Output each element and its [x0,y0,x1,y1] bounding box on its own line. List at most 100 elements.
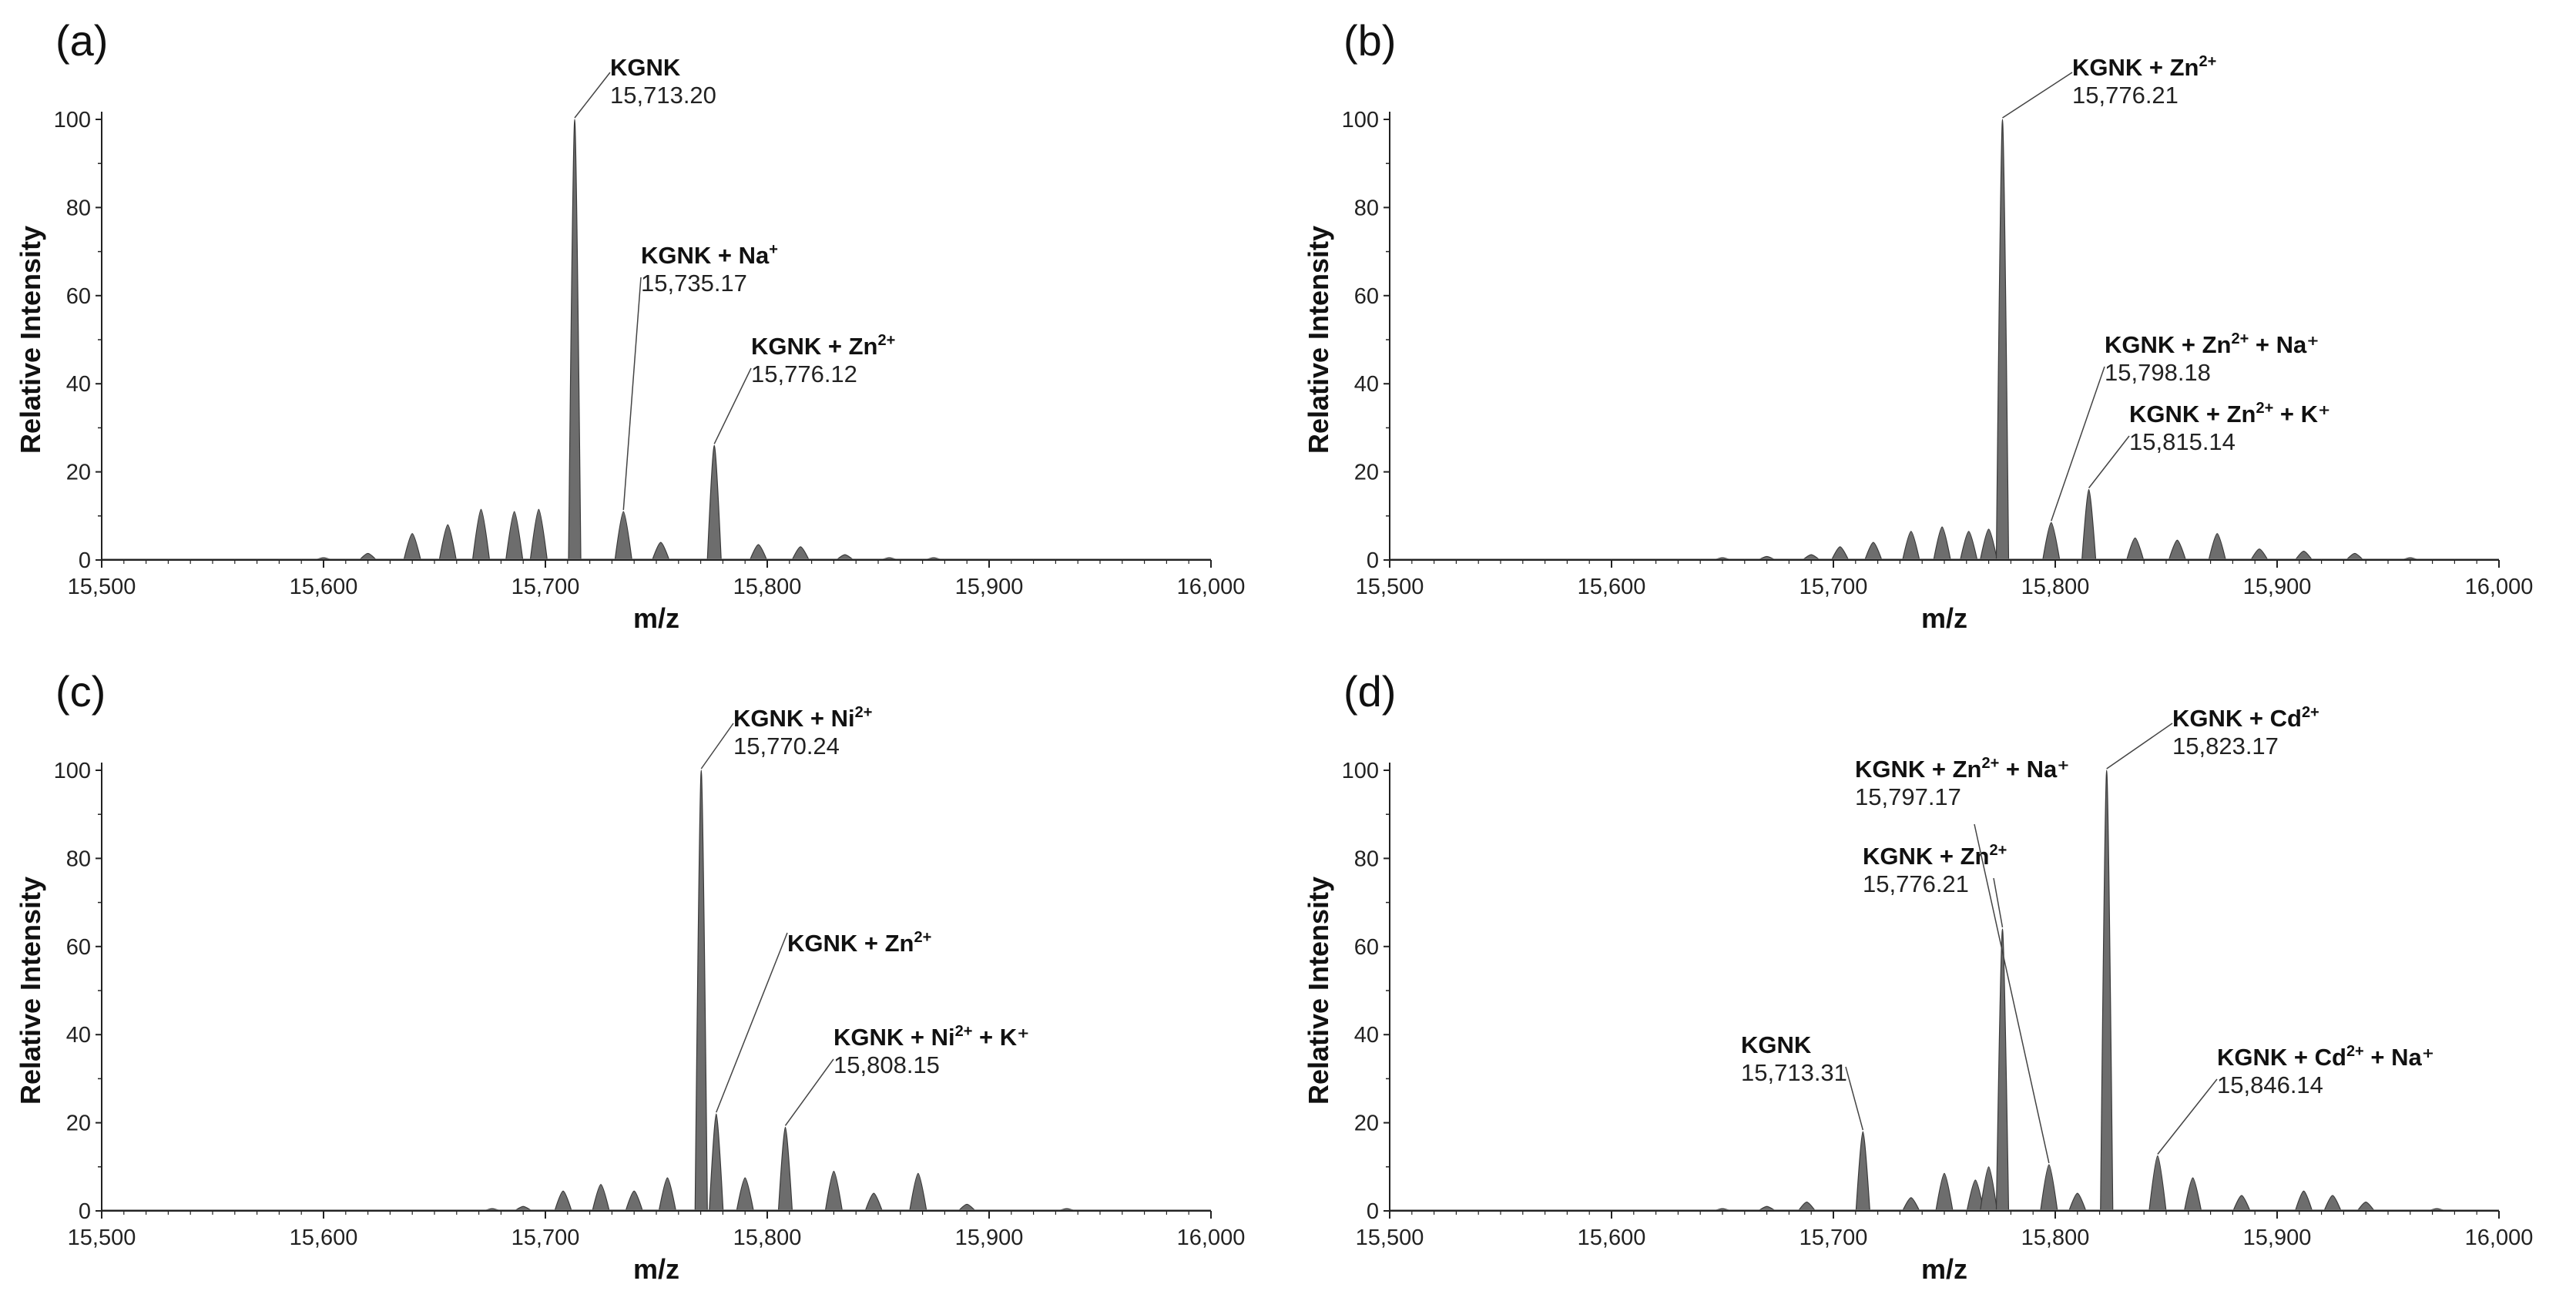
species-name: KGNK + Ni [834,1024,955,1051]
spectrum-peak [1979,528,1998,561]
y-tick-label: 40 [66,372,91,397]
peak-annotation: KGNK + Na+15,735.17 [622,241,778,511]
x-tick-label: 16,000 [2465,575,2534,599]
spectrum-peak [1979,1166,1998,1212]
spectrum-peak [2208,533,2227,561]
panel-label-d: (d) [1343,667,1396,716]
spectrum-peak [909,1172,927,1212]
annotation-mz-value: 15,770.24 [733,733,840,759]
annotation-mz-value: 15,797.17 [1855,783,1961,810]
species-tail: + K⁺ [2273,401,2330,428]
spectrum-peak [658,1177,677,1212]
y-tick-label: 20 [66,461,91,485]
species-name: KGNK [1741,1031,1812,1058]
species-name: KGNK + Zn [1863,843,1989,870]
annotation-mz-value: 15,846.14 [2217,1071,2323,1098]
y-tick-label: 100 [54,108,91,132]
spectrum-panel-a: (a) 0 20 40 60 80 100 15,500 15,600 15,700 15,800 1… [0,0,1288,650]
x-tick-label: 15,600 [1578,575,1646,599]
y-axis-title: Relative Intensity [1303,226,1334,454]
spectrum-chart-a: (a) 0 20 40 60 80 100 15,500 15,600 15,700 15,800 1… [15,16,1246,634]
spectrum-peak [709,1113,724,1212]
spectrum-chart-b: (b) 0 20 40 60 80 100 15,500 15,600 15,700 15,800 1… [1303,16,2534,634]
panel-label-c: (c) [55,667,106,716]
annotation-leader-line [784,1058,834,1126]
charge-superscript: 2+ [1989,842,2007,859]
charge-superscript: 2+ [2346,1043,2364,1060]
x-tick-label: 15,600 [290,1226,358,1250]
x-tick-label: 15,500 [68,1226,136,1250]
x-tick-label: 15,800 [2021,1226,2090,1250]
x-tick-label: 15,800 [733,1226,802,1250]
species-tail: + K⁺ [972,1024,1029,1051]
y-tick-label: 100 [1342,759,1379,783]
peak-annotation: KGNK + Cd2+15,823.17 [2106,704,2319,770]
annotation-leader-line [2088,435,2130,488]
species-name: KGNK + Cd [2217,1044,2346,1071]
spectrum-chart-d: (d) 0 20 40 60 80 100 15,500 15,600 15,700 15,800 1… [1303,667,2533,1285]
charge-superscript: 2+ [2231,330,2249,347]
y-tick-label: 0 [79,1199,91,1224]
y-tick-label: 20 [1354,1112,1379,1136]
y-tick-label: 100 [54,759,91,783]
charge-superscript: 2+ [955,1023,973,1040]
spectrum-peak [2100,770,2114,1212]
annotation-species-label: KGNK + Cd2+ + Na⁺ [2217,1043,2434,1071]
x-tick-label: 15,500 [68,575,136,599]
annotation-species-label: KGNK [610,54,681,81]
x-tick-label: 15,900 [955,1226,1024,1250]
x-tick-label: 15,500 [1356,575,1424,599]
spectrum-peak [791,546,810,561]
annotation-leader-line [1974,823,2050,1164]
y-axis-title: Relative Intensity [15,226,46,454]
y-tick-label: 40 [1354,372,1379,397]
x-tick-label: 15,800 [2021,575,2090,599]
annotation-mz-value: 15,798.18 [2105,359,2211,386]
y-tick-label: 0 [79,548,91,573]
spectrum-peak [438,524,457,561]
spectrum-peak [358,552,378,561]
annotation-species-label: KGNK + Ni2+ [733,704,872,732]
peak-annotation: KGNK + Ni2+15,770.24 [700,704,872,770]
species-tail: + Na⁺ [2364,1044,2434,1071]
x-axis-title: m/z [633,1253,679,1285]
species-name: KGNK + Zn [787,930,914,957]
y-tick-label: 20 [66,1112,91,1136]
spectrum-chart-c: (c) 0 20 40 60 80 100 15,500 15,600 15,700 15,800 1… [15,667,1246,1285]
annotation-mz-value: 15,776.21 [1863,870,1969,897]
spectrum-peak [2068,1192,2087,1212]
spectrum-peak [2125,537,2145,561]
peak-annotation: KGNK + Zn2+15,776.12 [713,332,895,444]
spectrum-peak [694,770,708,1212]
spectrum-panel-d: (d) 0 20 40 60 80 100 15,500 15,600 15,700 15,800 1… [1288,651,2576,1301]
x-tick-label: 16,000 [1177,1226,1246,1250]
spectrum-peak [1935,1172,1954,1212]
annotation-mz-value: 15,735.17 [641,270,747,297]
y-tick-label: 60 [1354,935,1379,960]
annotation-species-label: KGNK + Zn2+ + K⁺ [2129,400,2330,428]
charge-superscript: + [769,241,778,258]
spectrum-peak [592,1184,610,1212]
y-tick-label: 80 [1354,847,1379,871]
y-tick-label: 0 [1367,548,1379,573]
x-tick-label: 16,000 [1177,575,1246,599]
peak-annotation: KGNK + Zn2+ [716,929,931,1113]
panel-label-a: (a) [55,16,108,65]
annotation-species-label: KGNK + Zn2+ [787,929,931,957]
spectrum-panel-b: (b) 0 20 40 60 80 100 15,500 15,600 15,700 15,800 1… [1288,0,2576,650]
species-name: KGNK + Zn [751,333,877,360]
annotation-species-label: KGNK + Zn2+ + Na⁺ [1855,755,2070,783]
y-tick-label: 60 [66,284,91,309]
annotation-leader-line [622,277,642,511]
annotation-mz-value: 15,815.14 [2129,428,2236,455]
x-tick-label: 15,900 [2243,1226,2312,1250]
spectrum-peak [2232,1195,2251,1212]
species-name: KGNK + Zn [2129,401,2256,428]
spectrum-peak [2294,1190,2313,1212]
spectrum-peak [777,1126,793,1212]
y-tick-label: 100 [1342,108,1379,132]
annotation-leader-line [2051,366,2105,521]
spectrum-peak [2168,539,2187,561]
species-name: KGNK + Zn [2072,54,2199,81]
